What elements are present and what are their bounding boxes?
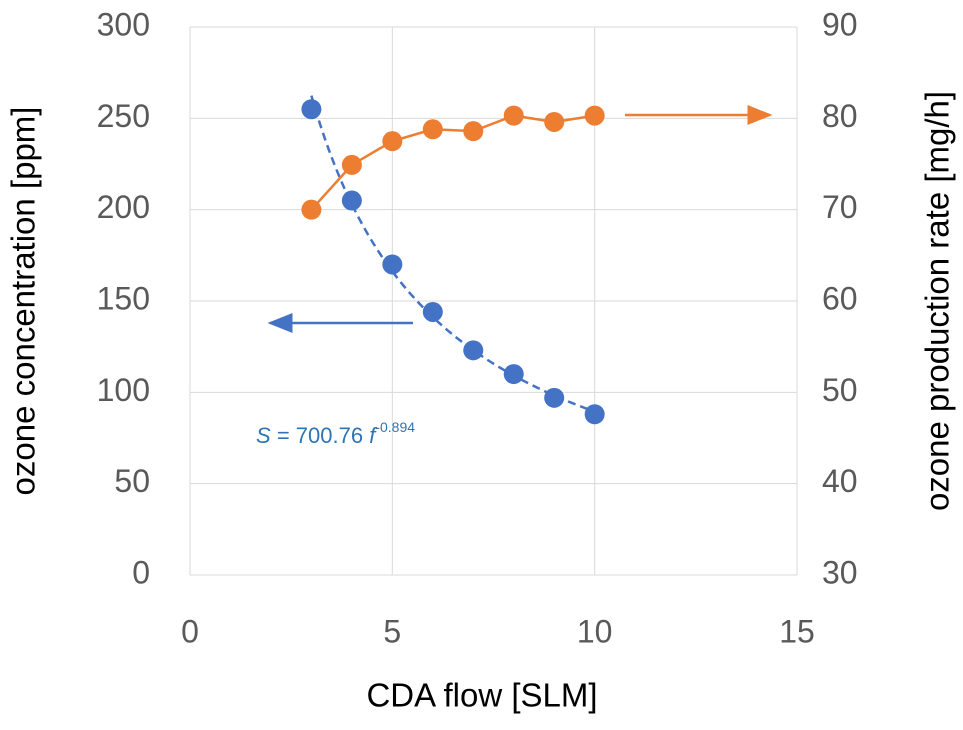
data-point [584,105,605,126]
fit-equals: = [277,423,290,448]
fit-equation: S = 700.76 f-0.894 [256,419,415,448]
grid [189,26,798,576]
x-axis-title: CDA flow [SLM] [366,677,597,714]
fit-exponent: -0.894 [375,419,415,435]
data-point [301,199,322,220]
y2-tick-label: 80 [822,98,858,134]
y-tick-label: 100 [97,372,150,408]
x-tick-label: 10 [577,613,613,649]
y2-tick-label: 30 [822,554,858,590]
data-point [382,131,403,152]
data-point [422,301,443,322]
data-point [422,119,443,140]
y-tick-label: 200 [97,189,150,225]
x-tick-label: 0 [181,613,199,649]
data-point [463,340,484,361]
data-point [544,387,565,408]
fit-variable: f [369,423,378,448]
y2-tick-label: 60 [822,280,858,316]
y-axis-title: ozone concentration [ppm] [5,107,42,496]
data-point [341,154,362,175]
y-tick-label: 300 [97,6,150,42]
y2-tick-label: 40 [822,463,858,499]
data-point [341,190,362,211]
data-point [503,364,524,385]
data-point [584,404,605,425]
fit-lhs: S [256,423,271,448]
x-tick-label: 15 [779,613,815,649]
y2-tick-label: 90 [822,6,858,42]
y2-tick-label: 50 [822,372,858,408]
data-point [301,99,322,120]
data-point [463,121,484,142]
fit-curve [310,95,596,413]
fit-coefficient: 700.76 [296,423,363,448]
data-point [382,254,403,275]
y-tick-label: 0 [132,554,150,590]
y2-tick-label: 70 [822,189,858,225]
y2-axis-title: ozone production rate [mg/h] [919,91,956,511]
data-point [544,111,565,132]
y-tick-label: 250 [97,98,150,134]
y-tick-label: 50 [114,463,150,499]
y-tick-label: 150 [97,280,150,316]
data-point [503,105,524,126]
x-tick-label: 5 [383,613,401,649]
